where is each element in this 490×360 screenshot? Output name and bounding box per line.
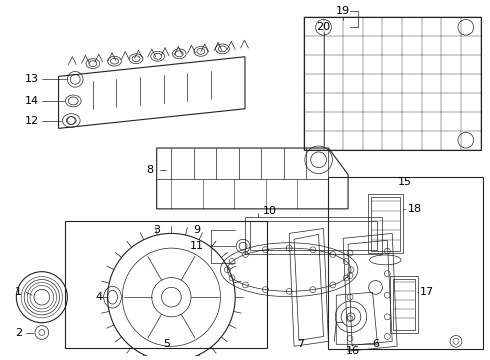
Text: 6: 6: [372, 339, 379, 349]
Bar: [250, 221, 377, 250]
Text: 11: 11: [190, 241, 204, 251]
Text: 16: 16: [346, 346, 360, 356]
Bar: [245, 217, 382, 254]
Bar: [328, 177, 484, 349]
Text: 8: 8: [146, 165, 153, 175]
Text: 18: 18: [408, 204, 422, 214]
Text: 3: 3: [153, 225, 160, 235]
Text: 19: 19: [336, 6, 350, 15]
Bar: [370, 197, 400, 251]
Text: 13: 13: [25, 74, 39, 84]
Text: 5: 5: [163, 339, 170, 349]
Bar: [368, 194, 403, 253]
Text: 2: 2: [15, 328, 22, 338]
Text: 17: 17: [419, 287, 434, 297]
Text: 14: 14: [25, 96, 39, 106]
Text: 15: 15: [398, 177, 412, 187]
Text: 10: 10: [263, 206, 276, 216]
Text: 1: 1: [15, 287, 22, 297]
Text: 7: 7: [297, 339, 304, 349]
Text: 12: 12: [25, 116, 39, 126]
Bar: [65, 221, 267, 348]
Bar: [390, 276, 417, 333]
Bar: [304, 18, 481, 150]
Text: 4: 4: [95, 292, 102, 302]
Text: 9: 9: [194, 225, 200, 235]
Text: 20: 20: [317, 22, 331, 32]
Bar: [393, 279, 415, 329]
